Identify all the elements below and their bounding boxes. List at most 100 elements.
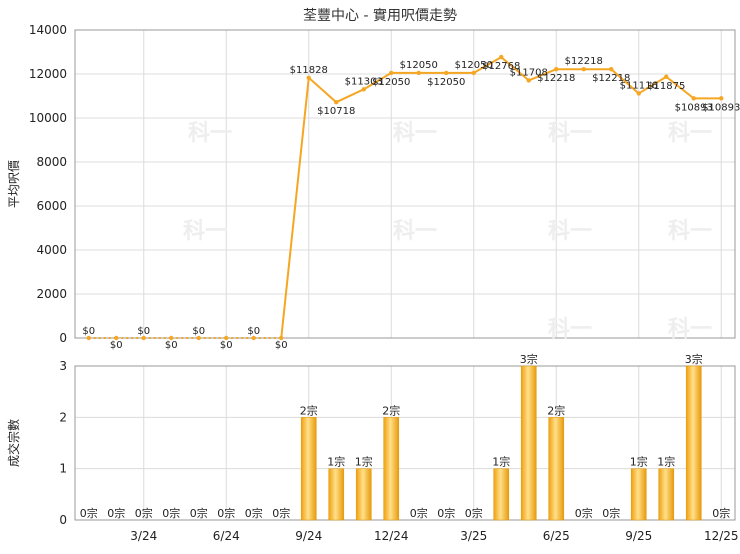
volume-y-tick-label: 2 (59, 410, 67, 424)
volume-bar (548, 417, 565, 521)
watermark: 科一 (548, 317, 592, 342)
price-data-label: $12050 (372, 77, 410, 88)
volume-y-axis-label: 成交宗數 (6, 419, 21, 467)
price-point (279, 335, 284, 341)
volume-data-label: 0宗 (245, 506, 263, 520)
price-point (691, 96, 696, 101)
price-point (169, 335, 174, 341)
volume-data-label: 2宗 (382, 403, 400, 417)
x-tick-label: 3/24 (130, 529, 157, 543)
price-data-label: $12050 (427, 77, 465, 88)
price-line-segment (528, 68, 557, 82)
x-tick-label: 9/24 (295, 529, 322, 543)
price-point (636, 91, 641, 96)
volume-data-label: 0宗 (712, 506, 730, 520)
price-data-label: $12050 (455, 60, 493, 71)
price-line-segment (500, 56, 530, 82)
price-data-label: $12050 (400, 60, 438, 71)
volume-data-label: 2宗 (300, 403, 318, 417)
volume-data-label: 3宗 (520, 352, 538, 366)
price-y-tick-label: 2000 (36, 287, 67, 301)
price-plot-frame (74, 29, 736, 339)
price-data-label: $0 (165, 340, 178, 351)
price-data-label: $0 (137, 326, 150, 337)
x-tick-label: 12/25 (704, 529, 739, 543)
price-point (416, 70, 421, 76)
x-tick-label: 6/25 (543, 529, 570, 543)
x-tick-label: 6/24 (213, 529, 240, 543)
price-point (141, 335, 146, 341)
volume-data-label: 0宗 (135, 506, 153, 520)
price-data-label: $0 (220, 340, 233, 351)
volume-data-label: 3宗 (685, 352, 703, 366)
volume-bar (383, 417, 400, 521)
volume-data-label: 0宗 (437, 506, 455, 520)
volume-data-label: 1宗 (355, 455, 373, 469)
price-data-label: $10718 (317, 106, 355, 117)
price-point (389, 70, 394, 76)
price-point (526, 78, 531, 83)
price-line-segment (308, 77, 337, 103)
price-y-tick-label: 6000 (36, 199, 67, 213)
price-point (444, 70, 449, 76)
price-line-segment (280, 77, 310, 339)
price-point (224, 335, 229, 341)
watermark: 科一 (548, 219, 592, 244)
price-data-label: $11303 (345, 76, 383, 87)
watermark: 科一 (393, 121, 437, 146)
volume-data-label: 1宗 (630, 455, 648, 469)
price-data-label: $11828 (290, 65, 328, 76)
price-line-segment (473, 56, 502, 74)
watermark: 科一 (668, 219, 712, 244)
volume-plot-frame (74, 365, 736, 521)
volume-bar (300, 417, 317, 521)
volume-bar (685, 365, 702, 521)
price-point (306, 75, 311, 80)
volume-bar (630, 468, 647, 521)
x-tick-label: 9/25 (625, 529, 652, 543)
price-point (334, 100, 339, 105)
price-line-segment (665, 75, 695, 100)
volume-data-label: 0宗 (272, 506, 290, 520)
price-line-segment (610, 68, 640, 95)
price-point (471, 70, 476, 76)
volume-data-label: 0宗 (190, 506, 208, 520)
volume-data-label: 0宗 (217, 506, 235, 520)
price-point (251, 335, 256, 341)
volume-y-tick-label: 0 (59, 513, 67, 527)
price-data-label: $0 (275, 340, 288, 351)
price-point (499, 54, 504, 60)
price-y-tick-label: 10000 (29, 111, 67, 125)
watermark: 科一 (183, 219, 227, 244)
price-line-segment (363, 72, 392, 91)
volume-bar (355, 468, 372, 521)
x-tick-label: 12/24 (374, 529, 409, 543)
price-y-tick-label: 0 (59, 331, 67, 345)
price-point (554, 67, 559, 72)
watermark: 科一 (393, 219, 437, 244)
price-point (664, 74, 669, 79)
price-y-axis-label: 平均呎價 (7, 160, 21, 208)
price-data-label: $10893 (675, 102, 713, 113)
watermark: 科一 (548, 121, 592, 146)
price-line-segment (335, 88, 365, 104)
price-data-label: $0 (247, 326, 260, 337)
price-data-label: $11708 (510, 67, 548, 78)
price-y-tick-label: 4000 (36, 243, 67, 257)
price-data-label: $0 (82, 326, 95, 337)
watermark: 科一 (668, 121, 712, 146)
volume-data-label: 0宗 (410, 506, 428, 520)
price-y-tick-label: 12000 (29, 67, 67, 81)
watermark: 科一 (188, 121, 232, 146)
price-point (114, 335, 119, 341)
volume-bar (328, 468, 345, 521)
volume-data-label: 0宗 (602, 506, 620, 520)
volume-data-label: 1宗 (657, 455, 675, 469)
price-y-tick-label: 14000 (29, 23, 67, 37)
volume-y-tick-label: 1 (59, 462, 67, 476)
volume-data-label: 0宗 (162, 506, 180, 520)
price-data-label: $12218 (537, 73, 575, 84)
price-point (86, 335, 91, 341)
